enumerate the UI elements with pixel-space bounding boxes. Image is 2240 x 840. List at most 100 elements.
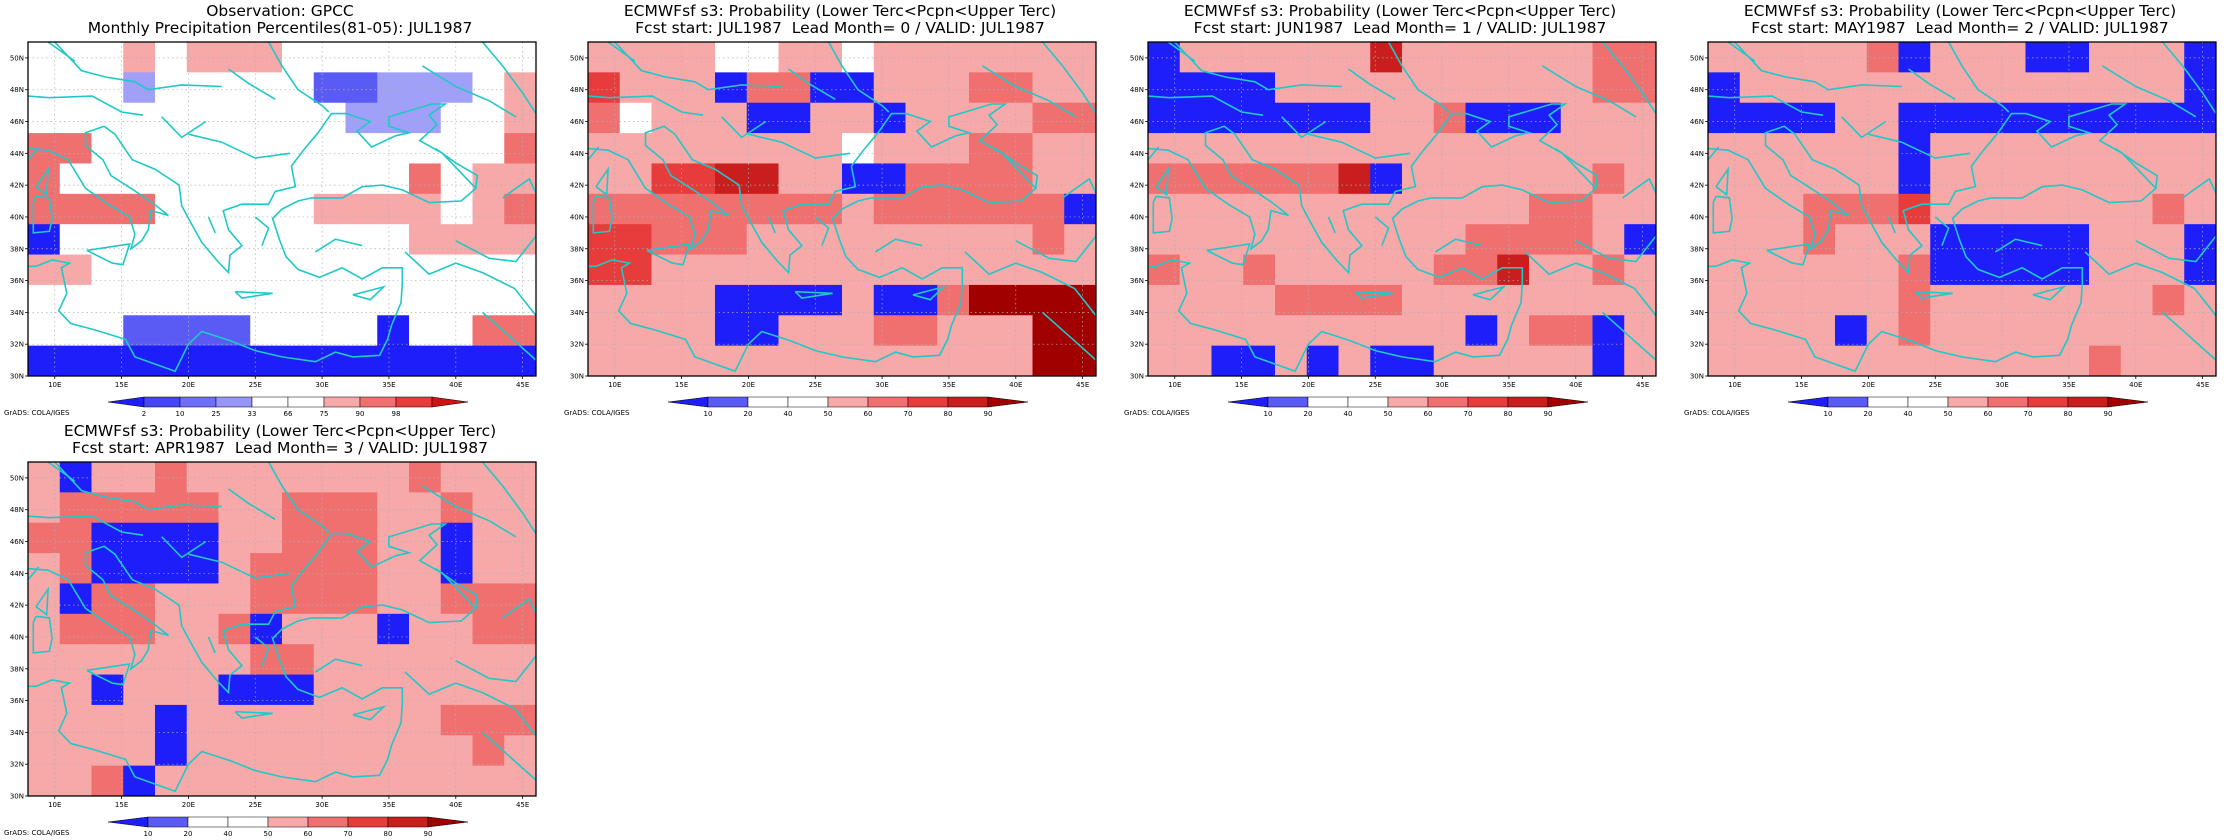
grid-cell	[1148, 163, 1181, 195]
coastline	[2161, 311, 2216, 361]
grid-cell	[282, 42, 315, 73]
grid-cell	[1306, 72, 1339, 104]
coastline	[28, 566, 40, 581]
coastlines	[588, 42, 1096, 373]
grid-cell	[1211, 133, 1244, 164]
grid-cell	[1497, 193, 1530, 225]
grid-cell	[504, 674, 537, 706]
colorbar-swatch	[867, 396, 909, 408]
lat-label: 32N	[10, 761, 24, 769]
grid-cell	[218, 522, 251, 554]
lat-label: 40N	[570, 213, 584, 221]
plot-frame	[27, 41, 537, 377]
grid-cell	[345, 72, 378, 104]
grads-credit: GrADS: COLA/IGES	[564, 409, 630, 417]
grid-cell	[873, 163, 906, 195]
grid-cell	[2120, 133, 2153, 164]
grid-cell	[842, 133, 875, 164]
grid-cell	[1402, 42, 1435, 73]
plot-frame	[27, 461, 537, 797]
coastline	[588, 95, 704, 116]
grid-cell	[1739, 284, 1772, 316]
grid-cell	[155, 345, 188, 377]
grid-cell	[1338, 72, 1371, 104]
grid-cell	[59, 735, 92, 767]
grid-cell	[1032, 133, 1065, 164]
grid-cell	[746, 163, 779, 195]
coastline	[47, 42, 76, 62]
grid-cell	[1032, 163, 1065, 195]
coastline	[1708, 95, 1824, 116]
colorbar: 10 20 40 50 60 70 80 90	[107, 816, 469, 838]
grads-credit: GrADS: COLA/IGES	[4, 409, 70, 417]
grid-cell	[1211, 284, 1244, 316]
grid-cell	[619, 42, 652, 73]
grid-cell	[1064, 193, 1097, 225]
coastline	[1734, 42, 1902, 91]
grid-cell	[1275, 345, 1308, 377]
grid-cell	[123, 315, 156, 347]
grid-cell	[1000, 193, 1033, 225]
grid-cell	[2152, 42, 2185, 73]
coastline	[254, 636, 270, 666]
colorbar-swatch	[147, 816, 189, 828]
grid-cell	[155, 704, 188, 736]
panel-title-line2: Fcst start: APR1987 Lead Month= 3 / VALI…	[72, 439, 488, 457]
colorbar-swatch	[987, 396, 1029, 408]
grid-cell	[1243, 224, 1276, 256]
grid-cell	[937, 42, 970, 73]
grid-cell	[1898, 315, 1931, 347]
grid-cell	[409, 284, 442, 316]
grid-cell	[250, 674, 283, 706]
grid-cell	[905, 163, 938, 195]
colorbar: 10 20 40 50 60 70 80 90	[667, 396, 1029, 418]
colorbar-tick-label: 90	[2104, 410, 2113, 418]
grid-cell	[937, 284, 970, 316]
grid-cell	[123, 345, 156, 377]
grid-cell	[1338, 42, 1371, 73]
grid-cell	[1000, 42, 1033, 73]
grid-cell	[218, 193, 251, 225]
coastline	[2182, 177, 2216, 199]
grid-cell	[377, 42, 410, 73]
precipitation-map: 50N 48N 46N 44N 42N 40N 38N 36N 34N 32N 30N 10E 15E 2…	[10, 41, 537, 418]
grid-cell	[651, 193, 684, 225]
lat-label: 44N	[10, 150, 24, 158]
lat-label: 50N	[1130, 54, 1144, 62]
grid-cell	[1898, 102, 1931, 134]
grid-cell	[313, 583, 346, 615]
grid-cell	[123, 102, 156, 134]
coastline	[1167, 42, 1196, 62]
coastline	[228, 68, 276, 100]
grid-cell	[59, 72, 92, 104]
colorbar-swatch	[1827, 396, 1869, 408]
coastline	[47, 462, 76, 482]
coastline	[234, 290, 273, 299]
coastline	[455, 235, 536, 263]
colorbar-swatch	[1787, 396, 1829, 408]
colorbar-tick-label: 98	[392, 410, 401, 418]
grid-cell	[1064, 133, 1097, 164]
grid-cell	[715, 102, 748, 134]
grid-cell	[2057, 284, 2090, 316]
grid-cell	[1433, 284, 1466, 316]
grid-cell	[1000, 315, 1033, 347]
colorbar-tick-label: 90	[424, 830, 433, 838]
lon-label: 30E	[875, 381, 888, 389]
grid-cell	[873, 284, 906, 316]
colorbar-swatch	[1227, 396, 1269, 408]
lon-label: 10E	[1728, 381, 1741, 389]
grid-cell	[2184, 345, 2217, 377]
grid-cell	[1243, 284, 1276, 316]
grid-cell	[377, 553, 410, 584]
coastline	[1152, 195, 1173, 234]
grid-cell	[683, 42, 716, 73]
grid-cell	[969, 224, 1002, 256]
grid-cell	[472, 492, 505, 524]
grid-cell	[472, 163, 505, 195]
coastline	[161, 116, 207, 139]
coastline	[646, 243, 691, 266]
grid-cell	[186, 163, 219, 195]
grid-cell	[59, 765, 92, 797]
grid-cell	[409, 492, 442, 524]
